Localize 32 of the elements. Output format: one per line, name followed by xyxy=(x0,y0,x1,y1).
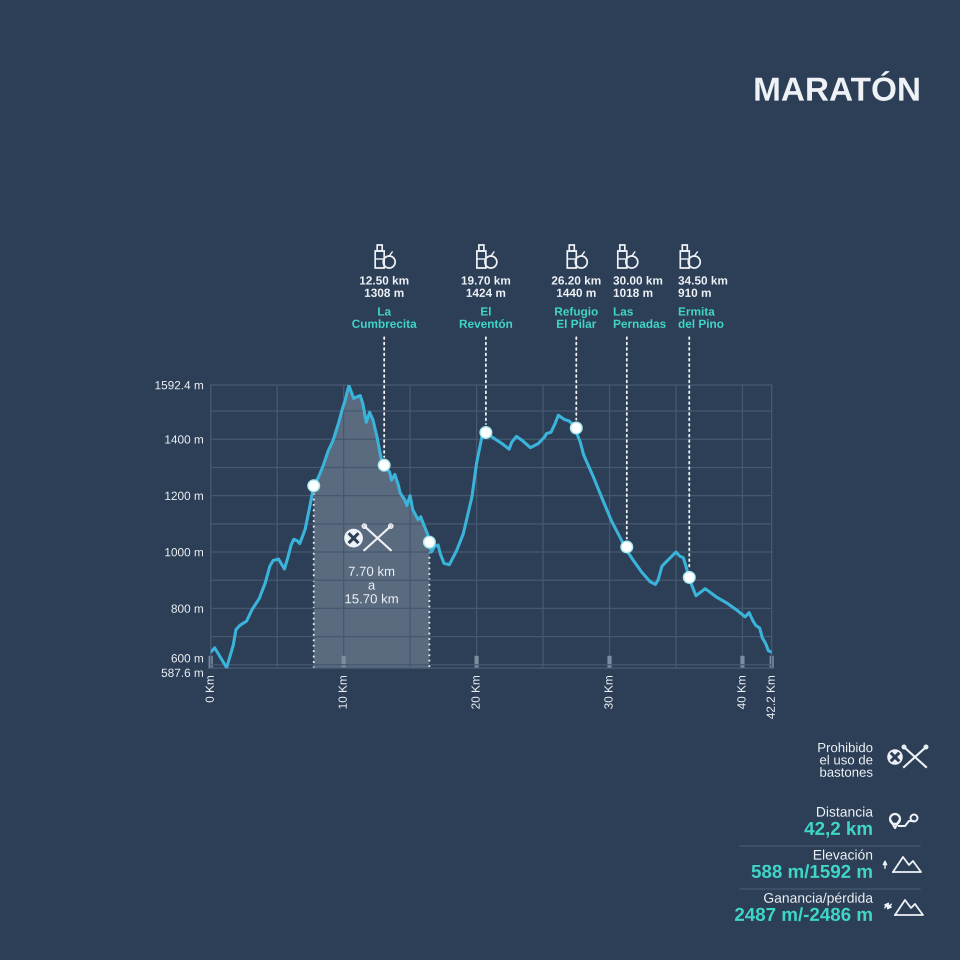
text: 2487 m/-2486 m xyxy=(735,907,872,922)
x-tick-label: 42.2 Km xyxy=(766,676,775,719)
y-tick-label: 1400 m xyxy=(165,435,203,444)
annotation: 7.70 km a 15.70 km xyxy=(345,566,398,604)
y-tick-label: 587.6 m xyxy=(162,668,203,677)
annotation: Ermita del Pino xyxy=(678,307,724,328)
text: 19.70 km 1424 m xyxy=(462,276,510,297)
annotation: Refugio El Pilar xyxy=(555,307,598,328)
annotation: El Reventón xyxy=(460,307,512,328)
y-tick-label: 1000 m xyxy=(165,548,203,556)
x-tick-label: 0 Km xyxy=(206,676,214,702)
text: 12.50 km 1308 m xyxy=(360,276,408,297)
text: Ganancia/pérdida xyxy=(764,892,874,906)
y-tick-label: 1200 m xyxy=(165,492,203,500)
text: 588 m/1592 m xyxy=(752,864,872,878)
annotation: Las Pernadas xyxy=(614,307,666,328)
y-tick-label: 600 m xyxy=(172,654,203,662)
x-tick-label: 20 Km xyxy=(471,676,480,709)
chart-title: MARATÓN xyxy=(755,71,919,101)
text: Prohibido el uso de bastones xyxy=(818,742,873,777)
y-tick-label: 1592.4 m xyxy=(155,381,203,390)
annotation: La Cumbrecita xyxy=(352,307,417,328)
text: 42,2 km xyxy=(804,821,872,838)
text: 26.20 km 1440 m xyxy=(552,276,600,297)
x-tick-label: 40 Km xyxy=(737,676,746,710)
x-tick-label: 30 Km xyxy=(604,676,613,709)
y-tick-label: 800 m xyxy=(171,604,203,613)
x-tick-label: 10 Km xyxy=(338,676,347,708)
text: Elevación xyxy=(814,849,872,860)
text: 30.00 km 1018 m xyxy=(613,276,662,297)
text: 34.50 km 910 m xyxy=(678,276,728,297)
text: Distancia xyxy=(817,806,873,817)
